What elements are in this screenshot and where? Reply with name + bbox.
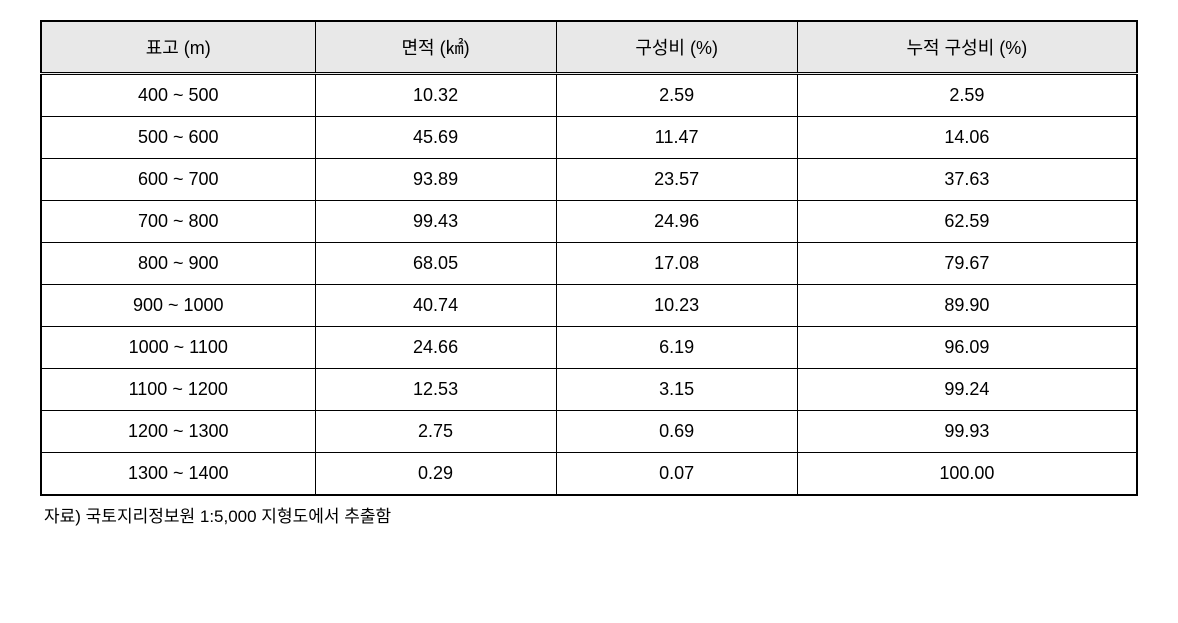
cell-elevation: 1100 ~ 1200 (41, 369, 315, 411)
cell-elevation: 1000 ~ 1100 (41, 327, 315, 369)
cell-cumulative: 99.93 (797, 411, 1137, 453)
table-row: 600 ~ 700 93.89 23.57 37.63 (41, 159, 1137, 201)
cell-elevation: 700 ~ 800 (41, 201, 315, 243)
cell-cumulative: 89.90 (797, 285, 1137, 327)
cell-area: 2.75 (315, 411, 556, 453)
header-area: 면적 (㎢) (315, 21, 556, 74)
cell-ratio: 24.96 (556, 201, 797, 243)
cell-area: 99.43 (315, 201, 556, 243)
cell-cumulative: 99.24 (797, 369, 1137, 411)
source-footnote: 자료) 국토지리정보원 1:5,000 지형도에서 추출함 (40, 502, 1138, 527)
cell-area: 93.89 (315, 159, 556, 201)
cell-ratio: 3.15 (556, 369, 797, 411)
table-row: 1200 ~ 1300 2.75 0.69 99.93 (41, 411, 1137, 453)
header-cumulative: 누적 구성비 (%) (797, 21, 1137, 74)
cell-cumulative: 79.67 (797, 243, 1137, 285)
header-elevation: 표고 (m) (41, 21, 315, 74)
cell-cumulative: 100.00 (797, 453, 1137, 496)
cell-cumulative: 14.06 (797, 117, 1137, 159)
cell-area: 40.74 (315, 285, 556, 327)
cell-area: 24.66 (315, 327, 556, 369)
cell-ratio: 0.69 (556, 411, 797, 453)
table-body: 400 ~ 500 10.32 2.59 2.59 500 ~ 600 45.6… (41, 74, 1137, 496)
cell-elevation: 400 ~ 500 (41, 74, 315, 117)
table-row: 400 ~ 500 10.32 2.59 2.59 (41, 74, 1137, 117)
cell-elevation: 900 ~ 1000 (41, 285, 315, 327)
cell-cumulative: 62.59 (797, 201, 1137, 243)
cell-cumulative: 2.59 (797, 74, 1137, 117)
cell-elevation: 800 ~ 900 (41, 243, 315, 285)
table-row: 500 ~ 600 45.69 11.47 14.06 (41, 117, 1137, 159)
cell-ratio: 2.59 (556, 74, 797, 117)
cell-area: 68.05 (315, 243, 556, 285)
cell-cumulative: 37.63 (797, 159, 1137, 201)
cell-ratio: 6.19 (556, 327, 797, 369)
table-row: 800 ~ 900 68.05 17.08 79.67 (41, 243, 1137, 285)
cell-area: 45.69 (315, 117, 556, 159)
table-row: 1300 ~ 1400 0.29 0.07 100.00 (41, 453, 1137, 496)
cell-elevation: 600 ~ 700 (41, 159, 315, 201)
elevation-table: 표고 (m) 면적 (㎢) 구성비 (%) 누적 구성비 (%) 400 ~ 5… (40, 20, 1138, 496)
cell-elevation: 1300 ~ 1400 (41, 453, 315, 496)
cell-area: 12.53 (315, 369, 556, 411)
cell-cumulative: 96.09 (797, 327, 1137, 369)
table-row: 1100 ~ 1200 12.53 3.15 99.24 (41, 369, 1137, 411)
table-row: 700 ~ 800 99.43 24.96 62.59 (41, 201, 1137, 243)
table-row: 1000 ~ 1100 24.66 6.19 96.09 (41, 327, 1137, 369)
header-ratio: 구성비 (%) (556, 21, 797, 74)
cell-ratio: 10.23 (556, 285, 797, 327)
table-row: 900 ~ 1000 40.74 10.23 89.90 (41, 285, 1137, 327)
cell-elevation: 1200 ~ 1300 (41, 411, 315, 453)
table-header-row: 표고 (m) 면적 (㎢) 구성비 (%) 누적 구성비 (%) (41, 21, 1137, 74)
cell-ratio: 11.47 (556, 117, 797, 159)
cell-ratio: 17.08 (556, 243, 797, 285)
cell-area: 0.29 (315, 453, 556, 496)
cell-ratio: 0.07 (556, 453, 797, 496)
cell-ratio: 23.57 (556, 159, 797, 201)
cell-elevation: 500 ~ 600 (41, 117, 315, 159)
cell-area: 10.32 (315, 74, 556, 117)
